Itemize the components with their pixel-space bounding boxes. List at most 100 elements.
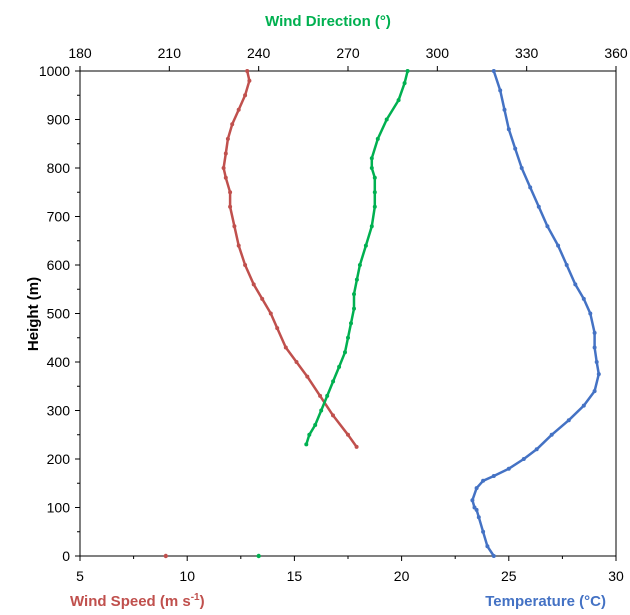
data-point-wind-speed-m-s-1 xyxy=(294,360,299,364)
data-point-wind-direction xyxy=(402,81,407,86)
data-point-wind-speed-m-s-1 xyxy=(228,204,233,209)
data-point-wind-direction xyxy=(319,408,324,413)
y-tick-label: 600 xyxy=(47,257,71,273)
data-point-wind-speed-m-s-1 xyxy=(221,166,226,170)
y-tick-label: 300 xyxy=(47,403,71,419)
data-point-temperature-c xyxy=(573,282,578,287)
data-point-temperature-c xyxy=(581,296,586,301)
data-point-wind-direction xyxy=(349,321,353,326)
data-point-temperature-c xyxy=(491,474,496,478)
data-point-temperature-c xyxy=(521,457,526,461)
data-point-wind-direction xyxy=(372,175,377,180)
data-point-wind-direction xyxy=(357,263,362,267)
data-point-temperature-c xyxy=(506,466,511,471)
data-point-wind-direction xyxy=(372,204,377,209)
data-point-temperature-c xyxy=(481,478,486,483)
x-top-tick-label: 210 xyxy=(158,45,182,61)
data-point-temperature-c xyxy=(519,166,524,170)
y-tick-label: 500 xyxy=(47,306,71,322)
y-tick-label: 1000 xyxy=(39,63,70,79)
x-top-tick-label: 360 xyxy=(604,45,628,61)
data-point-temperature-c xyxy=(545,224,550,229)
bottom-axis-title: Wind Speed (m s-1) xyxy=(70,592,205,610)
temperature-axis-note: Temperature (°C) xyxy=(485,593,606,610)
data-point-temperature-c xyxy=(506,127,511,132)
data-point-temperature-c xyxy=(592,389,597,394)
data-point-temperature-c xyxy=(502,107,507,112)
x-bottom-tick-label: 5 xyxy=(76,568,84,584)
data-point-wind-direction xyxy=(343,350,347,355)
data-point-wind-direction xyxy=(346,335,350,340)
ground-marker xyxy=(256,553,261,559)
data-point-wind-speed-m-s-1 xyxy=(251,282,256,287)
data-point-wind-direction xyxy=(325,393,330,398)
data-point-temperature-c xyxy=(491,554,496,558)
data-point-wind-direction xyxy=(352,292,356,297)
data-point-temperature-c xyxy=(594,360,599,364)
y-tick-label: 800 xyxy=(47,160,71,176)
x-top-tick-label: 180 xyxy=(68,45,92,61)
data-point-wind-direction xyxy=(331,379,336,384)
data-point-wind-speed-m-s-1 xyxy=(260,296,265,301)
data-point-temperature-c xyxy=(566,418,571,423)
data-point-wind-speed-m-s-1 xyxy=(236,107,241,112)
data-point-wind-direction xyxy=(354,277,359,282)
bottom-axis-title-sup: -1 xyxy=(191,592,200,603)
axes: 0 100 200 300 400 500 600 700 800 900 1000 5 10 15 20 2… xyxy=(39,45,628,584)
data-point-temperature-c xyxy=(481,529,486,534)
x-top-tick-label: 270 xyxy=(336,45,360,61)
data-point-wind-direction xyxy=(369,156,374,161)
data-point-wind-speed-m-s-1 xyxy=(318,393,323,398)
data-point-wind-speed-m-s-1 xyxy=(228,190,233,195)
y-tick-label: 0 xyxy=(62,548,70,564)
data-point-temperature-c xyxy=(528,185,533,190)
data-point-wind-direction xyxy=(396,98,401,103)
data-point-temperature-c xyxy=(472,505,477,510)
y-tick-label: 400 xyxy=(47,354,71,370)
data-point-wind-speed-m-s-1 xyxy=(225,136,230,141)
data-point-wind-direction xyxy=(369,166,374,170)
data-point-wind-speed-m-s-1 xyxy=(275,326,280,331)
data-point-wind-speed-m-s-1 xyxy=(223,175,228,180)
series-line-temperature-c xyxy=(471,70,601,557)
data-point-wind-speed-m-s-1 xyxy=(247,78,252,83)
data-point-wind-speed-m-s-1 xyxy=(232,224,237,229)
data-point-wind-direction xyxy=(384,117,389,122)
x-bottom-tick-label: 20 xyxy=(394,568,410,584)
y-tick-label: 900 xyxy=(47,112,71,128)
data-point-temperature-c xyxy=(592,345,597,350)
data-point-temperature-c xyxy=(536,204,541,209)
x-bottom-tick-label: 30 xyxy=(608,568,624,584)
left-axis-title: Height (m) xyxy=(25,277,42,351)
series-line-wind-speed-m-s-1 xyxy=(222,70,358,448)
series-layer xyxy=(163,69,601,559)
series-line-wind-direction xyxy=(305,70,409,445)
x-top-tick-label: 300 xyxy=(426,45,450,61)
data-point-wind-speed-m-s-1 xyxy=(236,243,241,248)
y-tick-label: 200 xyxy=(47,451,71,467)
x-bottom-tick-label: 10 xyxy=(179,568,195,584)
data-point-wind-speed-m-s-1 xyxy=(305,374,310,379)
data-point-wind-speed-m-s-1 xyxy=(346,432,350,437)
data-point-wind-direction xyxy=(337,364,342,369)
x-bottom-tick-label: 25 xyxy=(501,568,517,584)
data-point-temperature-c xyxy=(564,263,569,267)
top-axis-title: Wind Direction (°) xyxy=(265,13,391,30)
data-point-temperature-c xyxy=(596,372,601,377)
data-point-temperature-c xyxy=(491,69,496,73)
data-point-temperature-c xyxy=(476,515,481,520)
x-bottom-tick-label: 15 xyxy=(287,568,303,584)
ground-marker xyxy=(163,553,168,559)
data-point-temperature-c xyxy=(513,146,518,151)
data-point-wind-speed-m-s-1 xyxy=(331,413,335,418)
data-point-temperature-c xyxy=(581,403,586,408)
bottom-axis-title-main: Wind Speed (m s xyxy=(70,593,191,610)
data-point-wind-speed-m-s-1 xyxy=(223,151,228,156)
data-point-temperature-c xyxy=(470,498,475,503)
data-point-temperature-c xyxy=(498,88,503,93)
data-point-wind-speed-m-s-1 xyxy=(268,311,273,316)
data-point-temperature-c xyxy=(556,243,561,248)
data-point-wind-direction xyxy=(307,432,312,437)
data-point-wind-speed-m-s-1 xyxy=(245,69,250,73)
